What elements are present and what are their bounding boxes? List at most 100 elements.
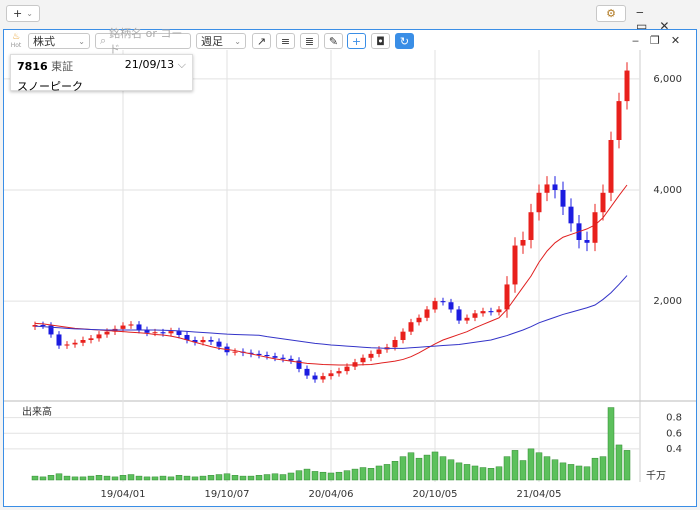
candle-body — [232, 351, 238, 353]
candle-body — [272, 356, 278, 358]
volume-bar — [263, 474, 271, 481]
volume-bar — [535, 452, 543, 481]
period-label: 週足 — [201, 35, 223, 48]
volume-bar — [391, 461, 399, 481]
y-tick-label: 0.6 — [666, 428, 682, 439]
candle-body — [536, 192, 542, 213]
volume-bar — [543, 456, 551, 481]
volume-bar — [359, 467, 367, 481]
period-select[interactable]: 週足 ⌄ — [196, 33, 246, 49]
y-tick-label: 0.4 — [666, 444, 682, 455]
volume-bar — [431, 451, 439, 481]
volume-bar — [311, 471, 319, 481]
candle-body — [568, 206, 574, 224]
market-label: 株式 — [33, 35, 55, 48]
align-tool[interactable]: ≡ — [276, 33, 295, 49]
volume-bar — [159, 475, 167, 481]
volume-bar — [607, 407, 615, 481]
volume-bar — [79, 476, 87, 481]
exchange: 東証 — [51, 60, 74, 73]
candle-body — [32, 325, 38, 327]
volume-bar — [103, 475, 111, 481]
draw-tool[interactable]: ✎ — [324, 33, 343, 49]
x-tick-label: 20/10/05 — [413, 489, 458, 500]
candle-body — [480, 311, 486, 314]
volume-bar — [519, 460, 527, 481]
candle-body — [392, 340, 398, 348]
candle-body — [544, 184, 550, 193]
candle-body — [120, 325, 126, 329]
candle-body — [360, 357, 366, 363]
volume-bar — [207, 475, 215, 481]
volume-bar — [135, 475, 143, 481]
panel-controls[interactable]: ‒❐✕ — [632, 34, 692, 47]
market-select[interactable]: 株式 ⌄ — [28, 33, 90, 49]
volume-bar — [503, 456, 511, 481]
candle-body — [368, 353, 374, 358]
candle-body — [192, 340, 198, 343]
x-tick-label: 19/10/07 — [205, 489, 250, 500]
x-tick-label: 19/04/01 — [101, 489, 146, 500]
candle-body — [64, 344, 70, 346]
volume-bar — [367, 468, 375, 481]
volume-bar — [127, 474, 135, 481]
stock-name: スノーピーク — [17, 80, 83, 93]
add-button[interactable]: + ⌄ — [6, 5, 40, 22]
candle-body — [40, 325, 46, 326]
volume-bar — [71, 476, 79, 481]
candle-body — [440, 301, 446, 303]
candle-body — [528, 212, 534, 240]
candle-body — [584, 240, 590, 243]
volume-bar — [303, 468, 311, 481]
candle-body — [312, 375, 318, 380]
trend-tool[interactable]: ↗ — [252, 33, 271, 49]
volume-bar — [271, 473, 279, 481]
hot-icon[interactable]: ♨ Hot — [10, 32, 22, 50]
volume-bar — [375, 465, 383, 481]
candle-body — [336, 371, 342, 374]
volume-bar — [335, 471, 343, 481]
candle-body — [72, 342, 78, 345]
camera-tool[interactable]: ◘ — [371, 33, 390, 49]
settings-button[interactable]: ⚙ — [596, 5, 626, 22]
candle-body — [264, 355, 270, 357]
volume-bar — [455, 462, 463, 481]
y-tick-label: 0.8 — [666, 413, 682, 424]
volume-bar — [551, 459, 559, 481]
candle-body — [296, 360, 302, 369]
volume-bar — [407, 452, 415, 481]
date: 21/09/13 — [124, 58, 175, 71]
candle-body — [512, 245, 518, 285]
x-tick-label: 21/04/05 — [517, 489, 562, 500]
volume-bar — [487, 468, 495, 481]
candle-body — [504, 284, 510, 310]
candle-body — [176, 331, 182, 335]
crosshair-tool[interactable]: + — [347, 33, 366, 49]
volume-bar — [591, 457, 599, 481]
hot-label: Hot — [10, 42, 22, 49]
volume-bar — [111, 476, 119, 481]
volume-bar — [239, 475, 247, 481]
candle-body — [448, 302, 454, 310]
volume-bar — [615, 444, 623, 481]
candle-body — [48, 325, 54, 335]
candle-body — [432, 301, 438, 310]
candle-body — [464, 317, 470, 321]
candle-body — [280, 357, 286, 359]
volume-bar — [175, 475, 183, 481]
volume-bar — [511, 450, 519, 481]
candle-body — [496, 309, 502, 313]
volume-bar — [151, 476, 159, 481]
search-box[interactable]: ⌕ 銘柄名 or コード — [95, 27, 191, 56]
candle-body — [96, 334, 102, 339]
volume-bar — [343, 470, 351, 481]
volume-bar — [319, 471, 327, 481]
candle-body — [520, 240, 526, 246]
refresh-button[interactable]: ↻ — [395, 33, 414, 49]
volume-bar — [423, 454, 431, 481]
volume-bar — [143, 476, 151, 481]
volume-bar — [471, 465, 479, 481]
indicator-tool[interactable]: ≣ — [300, 33, 319, 49]
stock-code: 7816 — [17, 60, 48, 73]
